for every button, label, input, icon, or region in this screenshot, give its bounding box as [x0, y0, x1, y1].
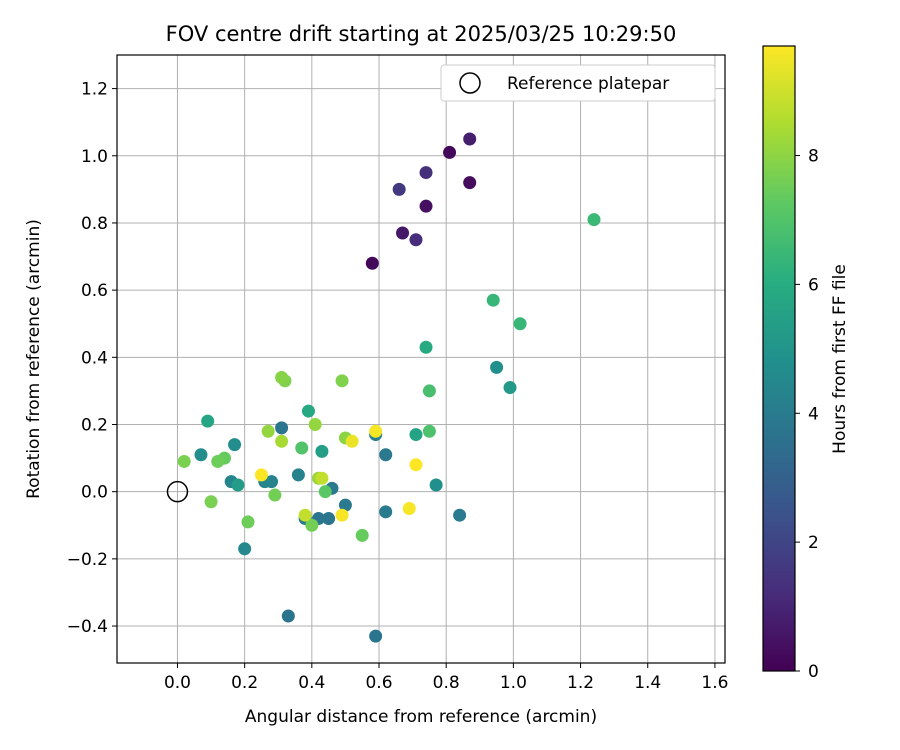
data-point [453, 508, 467, 522]
data-point [419, 340, 433, 354]
x-tick-label: 0.4 [298, 673, 325, 693]
data-point [369, 424, 383, 438]
x-tick-label: 1.2 [567, 673, 594, 693]
y-tick-label: 0.4 [81, 348, 108, 368]
data-point [335, 508, 349, 522]
y-tick-label: 0.0 [81, 483, 108, 503]
y-tick-label: −0.2 [67, 550, 108, 570]
data-point [275, 370, 289, 384]
data-point [335, 374, 349, 388]
x-tick-label: 0.8 [433, 673, 460, 693]
data-point [513, 317, 527, 331]
colorbar-tick-label: 8 [808, 147, 819, 167]
y-axis-ticks: −0.4 −0.2 0.0 0.2 0.4 0.6 0.8 1.0 1.2 [67, 80, 117, 637]
y-tick-label: 1.2 [81, 80, 108, 100]
scatter-points [177, 132, 601, 643]
data-point [211, 454, 225, 468]
data-point [429, 478, 443, 492]
data-point [503, 381, 517, 395]
colorbar-tick-label: 2 [808, 533, 819, 553]
data-point [402, 501, 416, 515]
data-point [409, 233, 423, 247]
data-point [177, 454, 191, 468]
data-point [443, 145, 457, 159]
data-point [231, 478, 245, 492]
data-point [463, 176, 477, 190]
data-point [301, 404, 315, 418]
data-point [268, 488, 282, 502]
data-point [308, 418, 322, 432]
data-point [379, 448, 393, 462]
data-point [419, 199, 433, 213]
legend: Reference platepar [440, 64, 716, 102]
data-point [241, 515, 255, 529]
data-point [295, 441, 309, 455]
data-point [298, 508, 312, 522]
x-tick-label: 0.6 [365, 673, 392, 693]
data-point [315, 444, 329, 458]
data-point [261, 424, 275, 438]
legend-reference-marker [459, 72, 481, 94]
data-point [379, 505, 393, 519]
legend-box [440, 64, 716, 102]
data-point [254, 468, 268, 482]
data-point [291, 468, 305, 482]
y-tick-label: 0.2 [81, 416, 108, 436]
data-point [365, 256, 379, 270]
data-point [238, 542, 252, 556]
y-tick-label: −0.4 [67, 617, 108, 637]
data-point [392, 182, 406, 196]
data-point [322, 512, 336, 526]
plot-area-frame [116, 54, 726, 664]
data-point [228, 438, 242, 452]
grid-lines [117, 55, 725, 663]
x-axis-ticks: 0.0 0.2 0.4 0.6 0.8 1.0 1.2 1.4 1.6 [164, 663, 728, 693]
data-point [409, 428, 423, 442]
colorbar: 0 2 4 6 8 Hours from first FF file [762, 45, 850, 682]
data-point [345, 434, 359, 448]
colorbar-tick-label: 6 [808, 275, 819, 295]
colorbar-ticks: 0 2 4 6 8 [795, 147, 819, 682]
colorbar-tick-label: 0 [808, 662, 819, 682]
legend-entry-reference: Reference platepar [507, 74, 669, 94]
data-point [275, 434, 289, 448]
data-point [369, 629, 383, 643]
y-tick-label: 0.8 [81, 214, 108, 234]
data-point [275, 421, 289, 435]
data-point [201, 414, 215, 428]
data-point [419, 166, 433, 180]
x-tick-label: 1.4 [634, 673, 661, 693]
data-point [194, 448, 208, 462]
data-point [315, 471, 329, 485]
x-axis-label: Angular distance from reference (arcmin) [245, 707, 597, 727]
y-tick-label: 1.0 [81, 147, 108, 167]
data-point [204, 495, 218, 509]
x-tick-label: 1.0 [500, 673, 527, 693]
data-point [318, 485, 332, 499]
colorbar-tick-label: 4 [808, 404, 819, 424]
x-tick-label: 0.0 [164, 673, 191, 693]
data-point [338, 498, 352, 512]
data-point [396, 226, 410, 240]
data-point [422, 424, 436, 438]
data-point [281, 609, 295, 623]
y-axis-label: Rotation from reference (arcmin) [24, 219, 44, 499]
x-tick-label: 0.2 [231, 673, 258, 693]
colorbar-gradient [762, 45, 796, 672]
data-point [486, 293, 500, 307]
data-point [409, 458, 423, 472]
reference-platepar-marker [166, 480, 189, 503]
data-point [463, 132, 477, 146]
x-tick-label: 1.6 [701, 673, 728, 693]
data-point [422, 384, 436, 398]
colorbar-label: Hours from first FF file [830, 264, 850, 454]
chart-title: FOV centre drift starting at 2025/03/25 … [166, 22, 677, 46]
y-tick-label: 0.6 [81, 281, 108, 301]
data-point [305, 518, 319, 532]
data-point [490, 360, 504, 374]
data-point [587, 213, 601, 227]
data-point [355, 528, 369, 542]
reference-layer [166, 480, 189, 503]
